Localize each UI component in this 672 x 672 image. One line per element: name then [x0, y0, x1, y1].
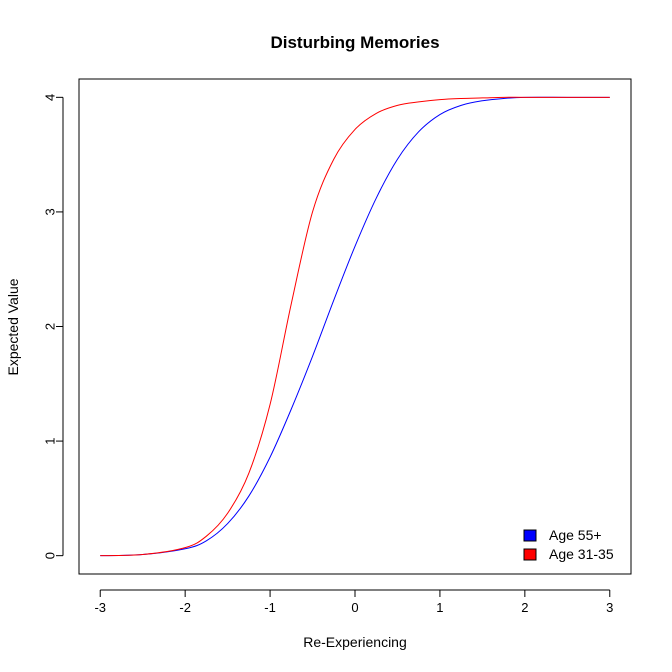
y-axis-title: Expected Value [5, 278, 21, 375]
x-tick-label: 1 [436, 600, 443, 615]
y-tick-label: 0 [43, 552, 58, 559]
x-tick-label: -2 [179, 600, 191, 615]
y-tick-label: 3 [43, 208, 58, 215]
chart-title: Disturbing Memories [270, 33, 439, 52]
legend-label: Age 31-35 [549, 546, 614, 562]
x-tick-label: 2 [521, 600, 528, 615]
x-tick-label: 0 [351, 600, 358, 615]
x-tick-label: -1 [264, 600, 276, 615]
series-line-0 [100, 96, 610, 557]
series-lines [100, 96, 610, 557]
y-tick-label: 2 [43, 323, 58, 330]
y-tick-label: 4 [43, 94, 58, 101]
y-axis: 0 1 2 3 4 [43, 94, 64, 559]
x-axis-title: Re-Experiencing [303, 634, 407, 650]
x-tick-label: 3 [606, 600, 613, 615]
y-tick-label: 1 [43, 437, 58, 444]
legend-label: Age 55+ [549, 527, 602, 543]
legend-swatch [523, 529, 537, 542]
legend: Age 55+ Age 31-35 [523, 527, 614, 562]
plot-frame [78, 78, 632, 575]
x-tick-label: -3 [94, 600, 106, 615]
series-line-1 [100, 96, 610, 557]
legend-swatch [523, 548, 537, 561]
x-axis: -3 -2 -1 0 1 2 3 [94, 589, 613, 615]
